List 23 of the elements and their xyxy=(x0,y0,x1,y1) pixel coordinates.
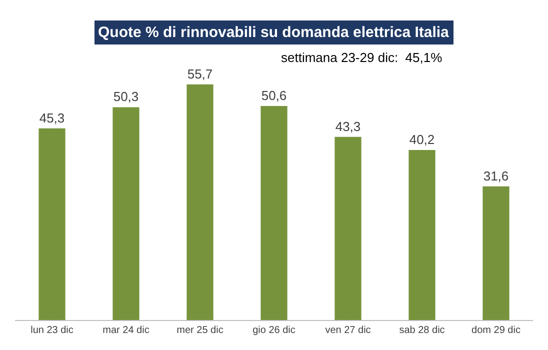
x-tick-label: ven 27 dic xyxy=(325,325,371,336)
chart-subtitle: settimana 23-29 dic: 45,1% xyxy=(281,50,443,65)
bar xyxy=(112,107,140,320)
x-tick-label: mar 24 dic xyxy=(102,325,150,336)
data-label: 31,6 xyxy=(483,168,509,184)
bar xyxy=(334,136,362,320)
data-label: 45,3 xyxy=(39,110,65,126)
data-label: 40,2 xyxy=(409,132,435,147)
data-label: 50,3 xyxy=(113,89,139,104)
bar xyxy=(260,106,288,320)
x-tick-label: dom 29 dic xyxy=(472,325,520,336)
x-tick-label: mer 25 dic xyxy=(176,325,224,336)
bar xyxy=(38,128,66,320)
data-label: 55,7 xyxy=(187,66,213,82)
data-label: 43,3 xyxy=(335,118,361,134)
x-tick-label: gio 26 dic xyxy=(252,325,296,336)
bar xyxy=(408,150,436,320)
x-tick-label: sab 28 dic xyxy=(399,325,445,336)
chart-title: Quote % di rinnovabili su domanda elettrica Italia xyxy=(98,24,450,41)
x-tick-label: lun 23 dic xyxy=(30,325,74,336)
bar xyxy=(186,84,214,320)
bar xyxy=(482,186,510,320)
data-label: 50,6 xyxy=(261,88,287,103)
